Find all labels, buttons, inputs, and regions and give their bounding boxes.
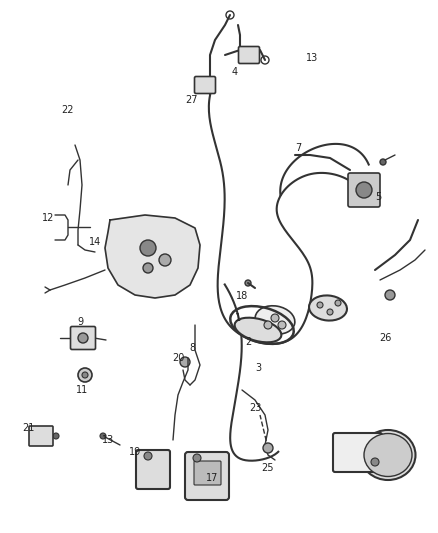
Circle shape [371,458,379,466]
Text: 12: 12 [42,213,54,223]
FancyBboxPatch shape [29,426,53,446]
Circle shape [193,454,201,462]
Circle shape [159,254,171,266]
Circle shape [356,182,372,198]
Text: 8: 8 [189,343,195,353]
Circle shape [78,333,88,343]
Circle shape [317,302,323,308]
Text: 2: 2 [245,337,251,347]
Text: 20: 20 [172,353,184,363]
Text: 13: 13 [306,53,318,63]
Text: 21: 21 [22,423,34,433]
Text: 11: 11 [76,385,88,395]
FancyBboxPatch shape [348,173,380,207]
FancyBboxPatch shape [71,327,95,350]
Circle shape [144,452,152,460]
Text: 27: 27 [186,95,198,105]
Circle shape [180,357,190,367]
Circle shape [100,433,106,439]
Circle shape [140,240,156,256]
Text: 25: 25 [262,463,274,473]
Text: 3: 3 [255,363,261,373]
Text: 7: 7 [295,143,301,153]
Ellipse shape [360,430,416,480]
Text: 4: 4 [232,67,238,77]
FancyBboxPatch shape [194,461,221,485]
FancyBboxPatch shape [194,77,215,93]
Ellipse shape [255,306,295,334]
Text: 9: 9 [77,317,83,327]
Circle shape [380,159,386,165]
FancyBboxPatch shape [239,46,259,63]
Text: 17: 17 [206,473,218,483]
Text: 26: 26 [379,333,391,343]
Circle shape [278,321,286,329]
FancyBboxPatch shape [185,452,229,500]
FancyBboxPatch shape [333,433,382,472]
Circle shape [385,290,395,300]
Ellipse shape [309,295,347,320]
Text: 22: 22 [62,105,74,115]
Text: 23: 23 [249,403,261,413]
Circle shape [263,443,273,453]
Circle shape [271,314,279,322]
Text: 13: 13 [102,435,114,445]
Circle shape [53,433,59,439]
Ellipse shape [364,433,412,477]
Ellipse shape [235,318,281,342]
Circle shape [264,321,272,329]
Text: 18: 18 [236,291,248,301]
Circle shape [143,263,153,273]
Circle shape [245,280,251,286]
Text: 19: 19 [129,447,141,457]
Circle shape [335,300,341,306]
Circle shape [78,368,92,382]
Circle shape [82,372,88,378]
Circle shape [327,309,333,315]
Text: 14: 14 [89,237,101,247]
Text: 5: 5 [375,192,381,202]
FancyBboxPatch shape [136,450,170,489]
Polygon shape [105,215,200,298]
Text: 1: 1 [235,313,241,323]
